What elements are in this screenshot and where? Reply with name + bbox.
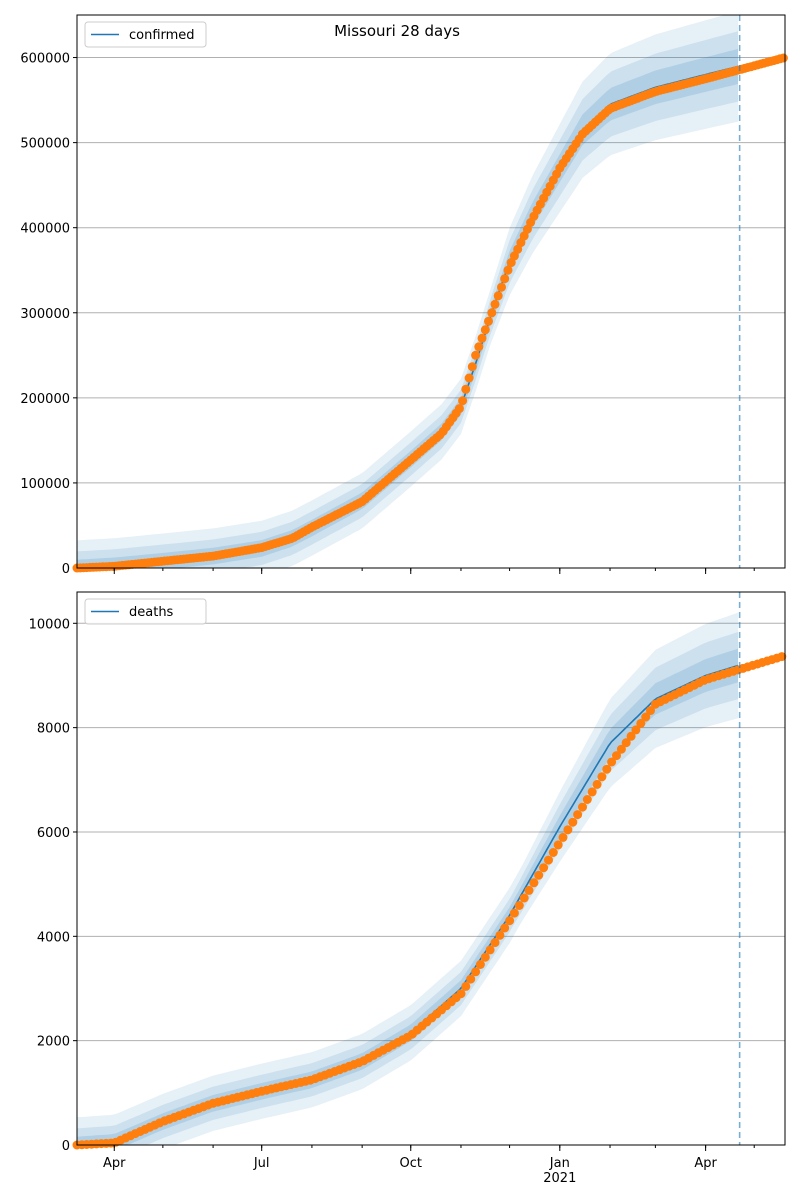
observed-point [509,908,519,918]
observed-point [548,848,558,857]
y-tick-label: 2000 [37,1035,70,1050]
observed-point [602,764,612,774]
observed-point [480,325,490,335]
plot-frame [76,14,786,569]
observed-point [522,224,532,234]
observed-point [636,718,646,728]
observed-point [493,291,503,301]
observed-point [500,274,510,284]
x-tick-label: Oct [400,1156,422,1171]
observed-point [519,893,529,903]
observed-point [641,712,651,722]
y-tick-label: 0 [62,1139,70,1154]
observed-point [513,244,523,254]
legend-box [84,598,207,625]
observed-point [456,989,466,999]
y-tick-label: 8000 [37,722,70,737]
observed-point [563,825,573,835]
observed-point [474,342,484,352]
observed-point [475,960,485,969]
observed-point [503,265,513,275]
observed-point [539,863,549,873]
y-tick-label: 500000 [20,137,70,152]
y-tick-label: 600000 [20,52,70,67]
legend-label: deaths [129,605,174,620]
observed-point [514,901,524,910]
observed-point [631,725,641,735]
observed-point [495,930,505,940]
uncertainty-band [77,31,738,569]
x-tick-label: Apr [694,1156,717,1171]
y-tick-label: 4000 [37,930,70,945]
observed-point [471,967,481,977]
observed-point [466,974,476,984]
observed-point [487,308,497,318]
figure-title: Missouri 28 days [334,22,460,40]
observed-point [587,787,597,797]
observed-point [534,870,544,880]
observed-point [597,772,607,782]
legend-box [84,21,207,48]
observed-point [477,333,487,343]
y-tick-label: 6000 [37,826,70,841]
observed-point [616,744,626,754]
observed-point [777,652,787,662]
legend: confirmed [84,21,207,48]
observed-point [607,757,617,767]
y-tick-label: 400000 [20,222,70,237]
plot-frame [76,591,786,1146]
observed-point [500,923,510,933]
observed-point [461,981,471,991]
observed-point [553,840,563,850]
observed-point [464,373,474,383]
observed-point [467,362,477,372]
legend-label: confirmed [129,28,195,43]
confirmed-panel: 0 100000 200000 300000 400000 500000 600000 con… [20,14,788,577]
legend: deaths [84,598,207,625]
observed-point [524,885,534,895]
uncertainty-band [77,632,738,1145]
observed-point [573,810,583,820]
y-tick-label: 10000 [29,617,70,632]
observed-point [458,396,468,406]
observed-point [578,802,587,812]
observed-point [558,832,568,842]
observed-point [568,817,578,827]
observed-point [454,404,464,414]
observed-point [621,738,631,748]
x-tick-label: Apr [103,1156,126,1171]
observed-point [506,258,516,268]
observed-point [484,316,493,326]
observed-point [480,952,490,962]
y-tick-label: 100000 [20,477,70,492]
observed-point [612,751,621,761]
observed-point [544,855,553,865]
observed-point [582,795,592,804]
x-year-label: 2021 [543,1171,576,1186]
x-tick-label: Jul [253,1156,270,1171]
y-tick-label: 0 [62,562,70,577]
observed-point [490,299,500,309]
observed-point [471,350,481,360]
observed-point [626,731,636,741]
observed-point [461,384,471,394]
x-tick-label: Jan [549,1156,570,1171]
deaths-panel: 0 2000 4000 6000 8000 10000 Apr Jul Oct Jan Apr 202… [29,591,787,1186]
y-tick-label: 300000 [20,307,70,322]
observed-point [485,945,495,955]
observed-point [519,231,529,241]
observed-point [592,779,602,789]
observed-point [505,916,515,926]
observed-point [646,706,655,716]
observed-point [529,878,539,888]
observed-point [516,238,526,248]
observed-point [490,938,500,948]
y-tick-label: 200000 [20,392,70,407]
observed-point [778,53,788,63]
observed-point [497,282,506,292]
